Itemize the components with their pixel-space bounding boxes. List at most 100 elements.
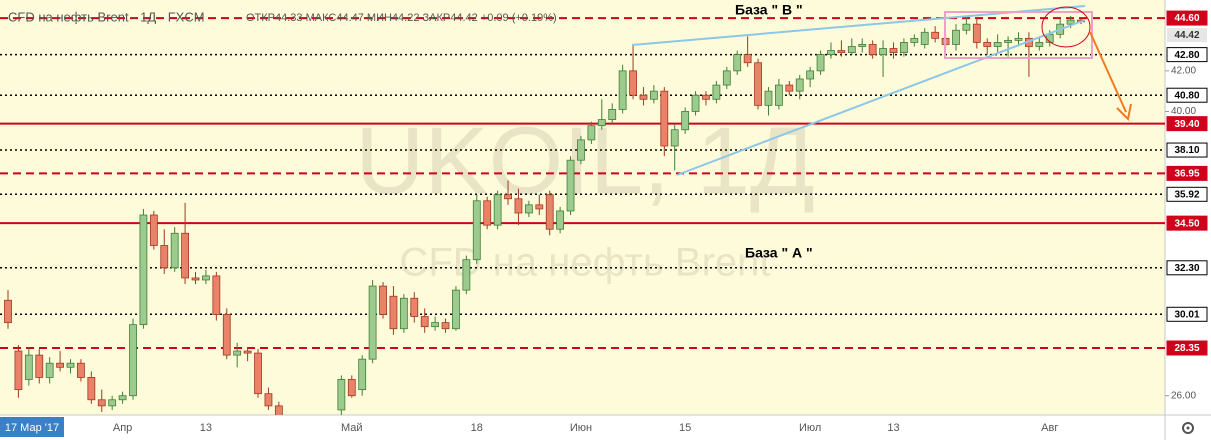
candle-body	[972, 23, 981, 43]
level-label: 36.95	[1174, 169, 1199, 180]
candle-body	[264, 393, 273, 407]
candle-body	[795, 78, 804, 92]
x-tick-label: 13	[887, 422, 899, 434]
level-label: 28.35	[1174, 343, 1199, 354]
ohlc-header: ОТКР44.33 МАКС44.47 МИН44.22 ЗАКР44.42 +…	[246, 12, 557, 24]
level-label-box	[1166, 186, 1208, 202]
candle-body	[441, 322, 450, 330]
level-label: 40.80	[1174, 90, 1199, 101]
level-label: 38.10	[1174, 145, 1199, 156]
y-tick-label: 42.00	[1171, 65, 1196, 76]
candle-body	[493, 194, 502, 226]
candle-body	[35, 354, 44, 378]
candle-body	[702, 94, 710, 100]
x-tick-label: Май	[341, 422, 363, 434]
candle-body	[587, 125, 596, 141]
candle-body	[743, 54, 752, 64]
candle-body	[1014, 37, 1023, 41]
level-label-box	[1166, 260, 1208, 276]
level-label: 34.50	[1174, 218, 1199, 229]
level-label-box	[1166, 340, 1208, 356]
settings-icon[interactable]	[1182, 422, 1194, 434]
candle-body	[108, 399, 117, 407]
candle-body	[597, 119, 606, 127]
candle-body	[379, 285, 387, 315]
chart-title: CFD на нефть Brent · 1Д · FXCM	[8, 9, 205, 24]
candle-body	[212, 275, 221, 315]
candle-body	[837, 50, 846, 53]
candle-body	[389, 295, 398, 330]
candle-body	[670, 129, 679, 147]
candle-body	[191, 277, 200, 281]
candle-body	[77, 362, 85, 378]
candle-body	[66, 362, 75, 368]
candle-body	[452, 289, 460, 330]
candle-body	[160, 245, 169, 269]
candle-body	[24, 354, 33, 380]
candle-body	[764, 90, 773, 106]
candle-body	[618, 70, 627, 110]
candle-body	[983, 42, 992, 47]
candle-body	[681, 111, 690, 131]
candle-body	[514, 198, 523, 214]
y-tick-label: 26.00	[1171, 390, 1196, 401]
candle-body	[785, 84, 794, 92]
level-label: 44.60	[1174, 13, 1199, 24]
candle-body	[56, 362, 64, 368]
candle-body	[233, 350, 242, 356]
candle-body	[181, 232, 189, 279]
level-label: 35.92	[1174, 189, 1199, 200]
candle-body	[243, 350, 252, 354]
level-label: 30.01	[1174, 309, 1199, 320]
annotation: База " А "	[745, 245, 813, 261]
time-axis	[0, 415, 1165, 440]
candle-body	[629, 70, 637, 96]
candle-body	[254, 352, 262, 395]
candle-body	[608, 109, 617, 120]
candle-body	[504, 194, 512, 200]
levels	[0, 17, 1165, 349]
candle-body	[577, 139, 585, 161]
candle-body	[472, 200, 481, 261]
y-tick-label: 40.00	[1171, 106, 1196, 117]
candle-body	[556, 210, 565, 230]
x-tick-label: 17 Мар '17	[5, 422, 59, 434]
candle-body	[118, 395, 127, 401]
level-label-box	[1166, 116, 1208, 132]
candle-body	[410, 297, 419, 317]
candle-body	[222, 314, 231, 356]
candle-body	[420, 316, 429, 328]
candle-body	[1004, 40, 1012, 43]
candle-body	[129, 324, 137, 397]
candle-body	[358, 358, 367, 391]
candle-body	[962, 23, 971, 31]
candle-body	[649, 90, 658, 100]
candle-body	[712, 84, 721, 100]
annotation: База " В "	[735, 2, 803, 18]
x-tick-label: Июн	[570, 422, 592, 434]
candle-body	[952, 29, 960, 45]
candle-body	[1035, 42, 1044, 47]
level-label: 39.40	[1174, 119, 1199, 130]
candle-body	[847, 46, 856, 53]
candle-body	[722, 70, 731, 86]
watermark-subtitle: CFD на нефть Brent	[399, 241, 770, 285]
candle-body	[14, 350, 23, 391]
drawings	[631, 5, 1132, 176]
candle-body	[170, 232, 179, 269]
x-tick-label: Авг	[1041, 422, 1058, 434]
level-label-box	[1166, 215, 1208, 231]
candle-body	[1066, 19, 1075, 25]
x-tick-label: 13	[200, 422, 212, 434]
candle-body	[816, 54, 825, 72]
candle-body	[774, 84, 783, 106]
level-label-box	[1166, 142, 1208, 158]
candle-body	[431, 322, 440, 328]
last-price-box	[1167, 28, 1207, 43]
candle-body	[806, 70, 815, 80]
candle-body	[483, 200, 492, 226]
candle-body	[87, 377, 96, 401]
candle-body	[931, 31, 940, 39]
candle-body	[399, 297, 408, 330]
